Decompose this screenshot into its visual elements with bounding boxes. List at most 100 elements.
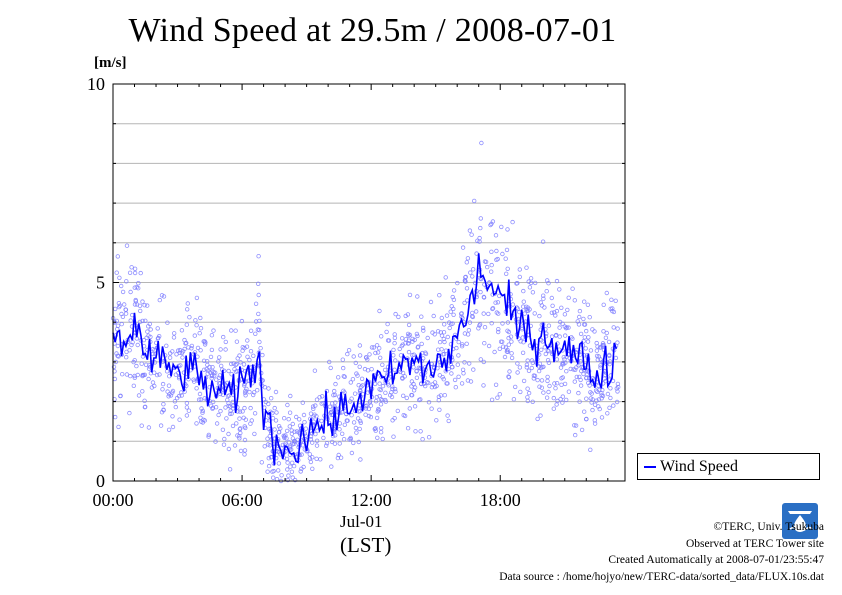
scatter-point	[411, 352, 417, 357]
scatter-point	[403, 313, 408, 319]
scatter-point	[487, 280, 492, 285]
scatter-point	[112, 414, 118, 420]
scatter-point	[582, 409, 587, 414]
scatter-point	[474, 309, 479, 314]
scatter-point	[460, 342, 465, 347]
scatter-point	[253, 301, 259, 306]
scatter-point	[558, 397, 563, 402]
scatter-point	[184, 413, 190, 418]
scatter-point	[607, 405, 612, 410]
legend-label: Wind Speed	[660, 457, 739, 475]
scatter-point	[386, 383, 391, 388]
scatter-point	[437, 293, 442, 298]
scatter-point	[535, 377, 540, 383]
scatter-point	[545, 358, 551, 363]
scatter-point	[573, 423, 579, 428]
scatter-point	[564, 369, 569, 374]
scatter-point	[533, 280, 538, 286]
scatter-point	[292, 439, 297, 444]
scatter-point	[555, 398, 560, 404]
scatter-point	[364, 403, 369, 408]
scatter-point	[187, 315, 192, 320]
scatter-point	[225, 393, 231, 399]
scatter-point	[137, 308, 143, 314]
scatter-point	[289, 469, 295, 474]
scatter-point	[146, 425, 152, 430]
scatter-point	[136, 281, 141, 286]
scatter-point	[456, 339, 461, 345]
scatter-point	[501, 344, 506, 349]
scatter-point	[366, 406, 372, 412]
scatter-point	[171, 335, 177, 340]
scatter-point	[318, 457, 323, 462]
x-axis-date: Jul-01	[340, 512, 383, 531]
scatter-point	[594, 398, 599, 403]
scatter-point	[276, 461, 282, 466]
scatter-point	[439, 315, 444, 321]
scatter-point	[392, 367, 397, 372]
scatter-point	[378, 430, 384, 435]
scatter-point	[206, 434, 211, 439]
scatter-point	[468, 270, 473, 275]
scatter-point	[345, 351, 350, 357]
scatter-point	[566, 295, 571, 300]
scatter-point	[218, 347, 223, 352]
scatter-point	[536, 368, 542, 374]
scatter-point	[477, 239, 482, 244]
scatter-point	[469, 232, 474, 237]
scatter-point	[240, 409, 245, 414]
scatter-point	[604, 330, 609, 336]
scatter-point	[541, 293, 546, 298]
scatter-point	[228, 328, 234, 333]
scatter-point	[529, 365, 534, 371]
scatter-point	[406, 333, 411, 338]
scatter-point	[241, 362, 247, 367]
scatter-point	[421, 381, 427, 387]
scatter-point	[403, 337, 409, 342]
scatter-point	[539, 378, 545, 383]
scatter-point	[333, 433, 338, 438]
scatter-point	[573, 367, 578, 372]
scatter-point	[283, 433, 288, 438]
scatter-point	[211, 328, 216, 333]
scatter-point	[454, 345, 459, 351]
credit-copyright: ©TERC, Univ. Tsukuba	[713, 521, 824, 533]
scatter-point	[303, 426, 308, 431]
scatter-point	[584, 416, 589, 422]
scatter-point	[262, 385, 268, 390]
scatter-point	[607, 361, 612, 367]
scatter-point	[204, 367, 209, 372]
scatter-point	[292, 477, 298, 483]
scatter-point	[406, 349, 412, 355]
scatter-point	[132, 285, 137, 290]
scatter-point	[173, 404, 178, 410]
scatter-point	[577, 399, 582, 404]
scatter-point	[560, 400, 565, 405]
scatter-point	[606, 339, 612, 345]
scatter-point	[377, 394, 382, 399]
scatter-point	[563, 326, 569, 331]
scatter-point	[585, 302, 591, 307]
scatter-point	[598, 363, 603, 368]
scatter-point	[146, 376, 151, 382]
scatter-point	[341, 374, 346, 379]
scatter-point	[189, 346, 194, 351]
scatter-point	[393, 311, 398, 317]
scatter-point	[247, 357, 252, 363]
scatter-point	[570, 286, 575, 291]
scatter-point	[465, 256, 471, 261]
scatter-point	[384, 329, 389, 335]
scatter-point	[371, 345, 376, 350]
scatter-point	[310, 404, 316, 409]
scatter-point	[205, 362, 210, 368]
scatter-point	[242, 405, 247, 411]
scatter-point	[129, 342, 134, 348]
scatter-point	[598, 357, 603, 362]
scatter-point	[611, 403, 616, 408]
scatter-point	[494, 248, 499, 254]
scatter-point	[227, 411, 233, 417]
scatter-point	[170, 424, 176, 430]
scatter-point	[542, 305, 547, 310]
scatter-point	[362, 366, 368, 372]
scatter-point	[410, 336, 415, 342]
